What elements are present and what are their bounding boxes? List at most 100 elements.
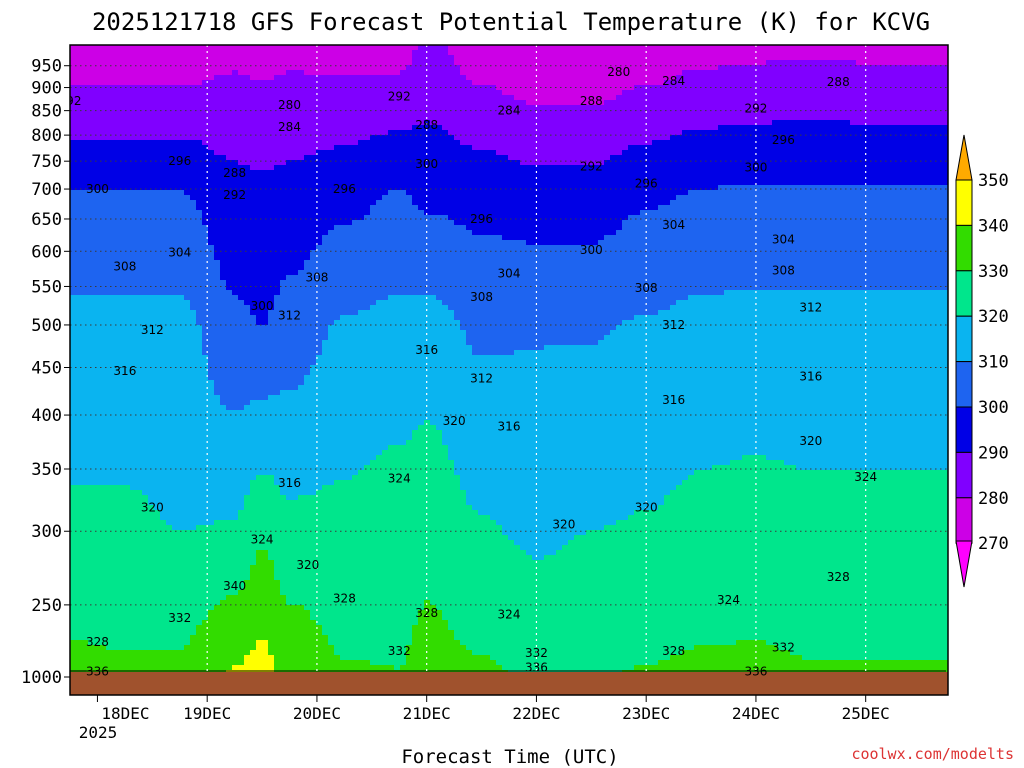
- theta-cell: [262, 325, 269, 401]
- theta-cell: [196, 45, 203, 86]
- theta-cell: [148, 140, 155, 191]
- theta-cell: [334, 320, 341, 481]
- theta-cell: [244, 495, 251, 581]
- theta-cell: [802, 660, 809, 673]
- theta-cell: [688, 190, 695, 296]
- theta-cell: [76, 140, 83, 191]
- y-tick-label: 950: [31, 57, 62, 77]
- theta-cell: [430, 45, 437, 126]
- theta-cell: [634, 215, 641, 316]
- theta-cell: [556, 550, 563, 673]
- theta-cell: [658, 140, 665, 206]
- theta-cell: [538, 45, 545, 106]
- theta-cell: [454, 45, 461, 66]
- colorbar-tick-label: 270: [978, 534, 1009, 554]
- theta-cell: [916, 470, 923, 661]
- theta-cell: [472, 85, 479, 151]
- theta-cell: [460, 145, 467, 226]
- theta-cell: [382, 195, 389, 301]
- theta-cell: [736, 640, 743, 673]
- theta-cell: [172, 140, 179, 191]
- theta-cell: [760, 125, 767, 186]
- theta-cell: [406, 295, 413, 441]
- theta-cell: [274, 485, 281, 581]
- y-tick-label: 900: [31, 79, 62, 99]
- contour-label: 336: [86, 664, 109, 678]
- theta-cell: [520, 45, 527, 101]
- theta-cell: [766, 290, 773, 461]
- theta-cell: [886, 65, 893, 126]
- theta-cell: [148, 650, 155, 673]
- theta-cell: [454, 65, 461, 141]
- theta-cell: [916, 45, 923, 66]
- theta-cell: [394, 45, 401, 76]
- contour-label: 284: [662, 74, 685, 88]
- theta-cell: [868, 65, 875, 126]
- theta-cell: [88, 485, 95, 646]
- theta-cell: [694, 45, 701, 71]
- theta-cell: [418, 425, 425, 611]
- theta-cell: [700, 470, 707, 646]
- theta-cell: [280, 280, 287, 391]
- theta-cell: [142, 495, 149, 651]
- theta-cell: [214, 605, 221, 673]
- theta-cell: [232, 665, 239, 673]
- theta-cell: [826, 60, 833, 121]
- chart-title: 2025121718 GFS Forecast Potential Temper…: [92, 8, 930, 36]
- theta-cell: [610, 330, 617, 526]
- theta-cell: [382, 75, 389, 136]
- theta-cell: [790, 290, 797, 466]
- theta-cell: [190, 200, 197, 311]
- theta-cell: [328, 645, 335, 673]
- theta-cell: [538, 560, 545, 673]
- contour-label: 328: [86, 635, 109, 649]
- theta-cell: [928, 45, 935, 66]
- theta-cell: [118, 85, 125, 141]
- theta-cell: [820, 60, 827, 121]
- theta-cell: [868, 470, 875, 661]
- theta-cell: [334, 655, 341, 673]
- theta-cell: [670, 655, 677, 673]
- theta-cell: [226, 290, 233, 411]
- contour-label: 300: [86, 182, 109, 196]
- theta-cell: [520, 350, 527, 551]
- theta-cell: [862, 660, 869, 673]
- theta-cell: [106, 140, 113, 191]
- theta-cell: [640, 665, 647, 673]
- theta-cell: [742, 45, 749, 66]
- theta-cell: [688, 70, 695, 131]
- theta-cell: [664, 45, 671, 81]
- theta-cell: [478, 655, 485, 673]
- contour-label: 308: [635, 281, 658, 295]
- theta-cell: [694, 470, 701, 646]
- theta-cell: [334, 480, 341, 656]
- theta-cell: [322, 75, 329, 151]
- theta-cell: [226, 520, 233, 596]
- theta-cell: [220, 280, 227, 406]
- theta-cell: [838, 470, 845, 661]
- theta-cell: [136, 45, 143, 86]
- theta-cell: [250, 170, 257, 316]
- theta-cell: [850, 125, 857, 186]
- theta-cell: [808, 660, 815, 673]
- theta-cell: [394, 295, 401, 446]
- theta-cell: [670, 305, 677, 491]
- contour-label: 304: [772, 232, 795, 246]
- theta-cell: [622, 320, 629, 521]
- theta-cell: [874, 290, 881, 471]
- colorbar-bin: [955, 270, 973, 317]
- theta-cell: [688, 130, 695, 191]
- theta-cell: [904, 470, 911, 661]
- theta-cell: [502, 155, 509, 241]
- theta-cell: [268, 45, 275, 81]
- theta-cell: [370, 135, 377, 206]
- theta-cell: [616, 230, 623, 326]
- theta-cell: [808, 45, 815, 61]
- theta-cell: [166, 45, 173, 86]
- theta-cell: [868, 185, 875, 291]
- theta-cell: [388, 45, 395, 76]
- theta-cell: [142, 85, 149, 141]
- theta-cell: [694, 190, 701, 296]
- theta-cell: [346, 45, 353, 76]
- theta-cell: [706, 470, 713, 646]
